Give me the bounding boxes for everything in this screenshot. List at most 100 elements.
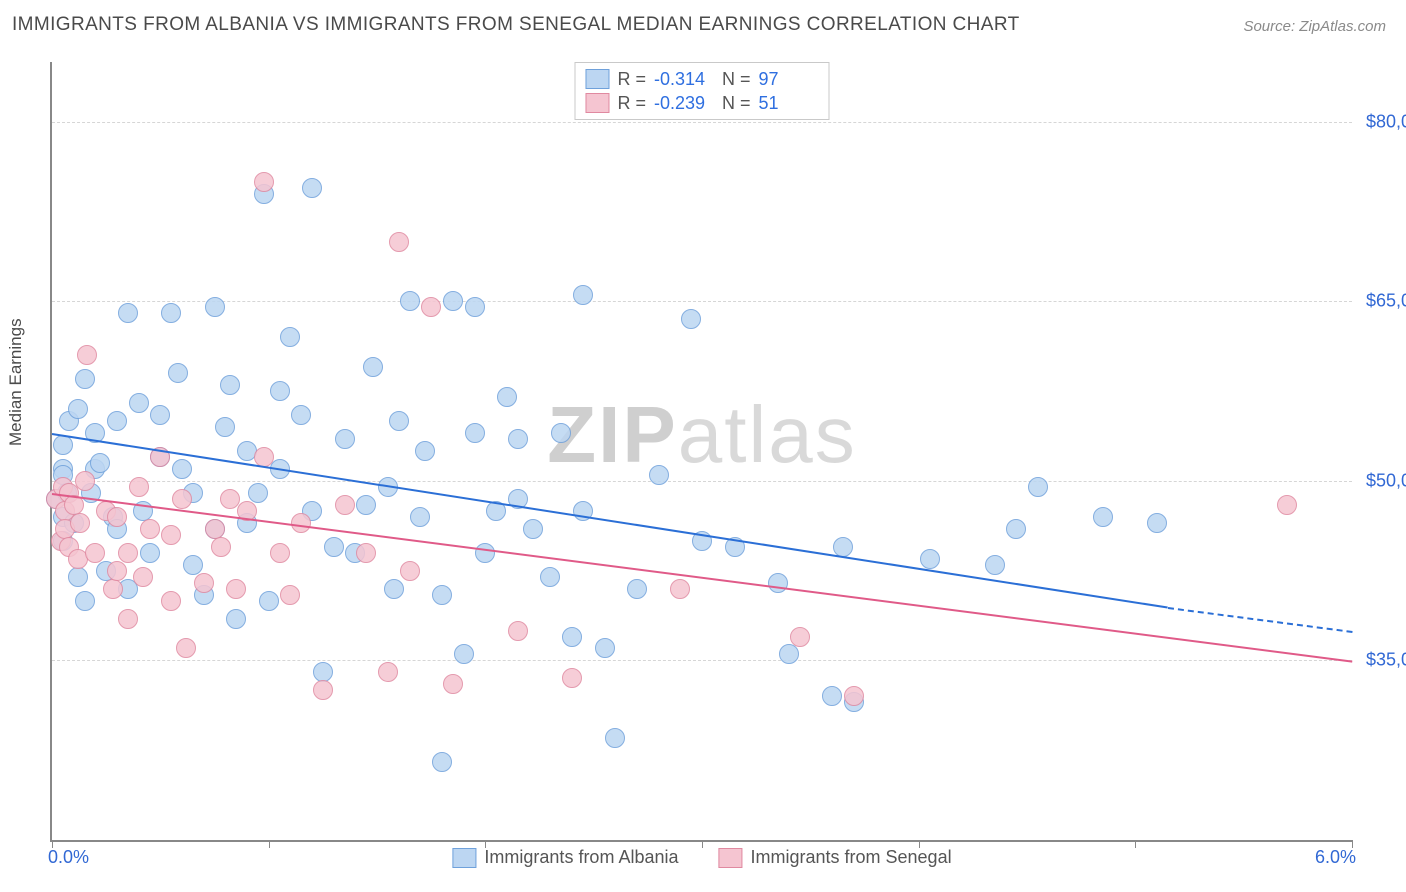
- x-axis-tick: [52, 840, 53, 848]
- legend-item: Immigrants from Albania: [452, 847, 678, 868]
- stats-legend-row: R = -0.314 N = 97: [585, 67, 818, 91]
- data-point-albania: [356, 495, 376, 515]
- x-axis-tick: [269, 840, 270, 848]
- legend-item-label: Immigrants from Senegal: [751, 847, 952, 867]
- legend-swatch-icon: [719, 848, 743, 868]
- trend-line: [1168, 607, 1352, 633]
- data-point-senegal: [270, 543, 290, 563]
- data-point-albania: [68, 567, 88, 587]
- data-point-senegal: [161, 591, 181, 611]
- data-point-senegal: [220, 489, 240, 509]
- data-point-senegal: [133, 567, 153, 587]
- data-point-senegal: [172, 489, 192, 509]
- data-point-albania: [302, 178, 322, 198]
- data-point-albania: [1093, 507, 1113, 527]
- data-point-albania: [205, 297, 225, 317]
- stats-legend-row: R = -0.239 N = 51: [585, 91, 818, 115]
- data-point-albania: [443, 291, 463, 311]
- data-point-senegal: [562, 668, 582, 688]
- data-point-albania: [150, 405, 170, 425]
- data-point-albania: [161, 303, 181, 323]
- data-point-senegal: [335, 495, 355, 515]
- gridline: [52, 481, 1352, 482]
- data-point-albania: [1006, 519, 1026, 539]
- y-axis-tick-label: $35,000: [1356, 650, 1406, 671]
- data-point-senegal: [508, 621, 528, 641]
- data-point-albania: [454, 644, 474, 664]
- data-point-senegal: [226, 579, 246, 599]
- y-axis-tick-label: $80,000: [1356, 111, 1406, 132]
- legend-swatch-icon: [452, 848, 476, 868]
- source-label: Source: ZipAtlas.com: [1243, 18, 1386, 35]
- data-point-albania: [551, 423, 571, 443]
- data-point-albania: [768, 573, 788, 593]
- legend-item: Immigrants from Senegal: [719, 847, 952, 868]
- data-point-albania: [291, 405, 311, 425]
- gridline: [52, 660, 1352, 661]
- x-axis-min-label: 0.0%: [48, 847, 89, 868]
- data-point-senegal: [103, 579, 123, 599]
- data-point-senegal: [118, 609, 138, 629]
- data-point-albania: [410, 507, 430, 527]
- data-point-senegal: [107, 561, 127, 581]
- data-point-albania: [465, 297, 485, 317]
- data-point-albania: [389, 411, 409, 431]
- data-point-albania: [681, 309, 701, 329]
- data-point-senegal: [356, 543, 376, 563]
- data-point-senegal: [400, 561, 420, 581]
- data-point-albania: [172, 459, 192, 479]
- data-point-albania: [595, 638, 615, 658]
- x-axis-tick: [1352, 840, 1353, 848]
- data-point-albania: [118, 303, 138, 323]
- data-point-senegal: [129, 477, 149, 497]
- data-point-senegal: [421, 297, 441, 317]
- data-point-albania: [335, 429, 355, 449]
- legend-item-label: Immigrants from Albania: [484, 847, 678, 867]
- data-point-senegal: [118, 543, 138, 563]
- legend-r-value: -0.239: [654, 93, 714, 114]
- data-point-albania: [75, 369, 95, 389]
- data-point-albania: [75, 591, 95, 611]
- data-point-senegal: [313, 680, 333, 700]
- data-point-senegal: [670, 579, 690, 599]
- x-axis-tick: [1135, 840, 1136, 848]
- data-point-senegal: [443, 674, 463, 694]
- gridline: [52, 301, 1352, 302]
- plot-area: ZIPatlas R = -0.314 N = 97 R = -0.239 N …: [50, 62, 1352, 842]
- data-point-albania: [779, 644, 799, 664]
- data-point-albania: [324, 537, 344, 557]
- y-axis-title: Median Earnings: [6, 318, 26, 446]
- data-point-senegal: [844, 686, 864, 706]
- data-point-albania: [432, 752, 452, 772]
- y-axis-tick-label: $65,000: [1356, 291, 1406, 312]
- data-point-senegal: [194, 573, 214, 593]
- data-point-albania: [432, 585, 452, 605]
- data-point-albania: [627, 579, 647, 599]
- data-point-senegal: [75, 471, 95, 491]
- data-point-albania: [1028, 477, 1048, 497]
- data-point-albania: [497, 387, 517, 407]
- data-point-albania: [384, 579, 404, 599]
- data-point-albania: [465, 423, 485, 443]
- data-point-albania: [400, 291, 420, 311]
- data-point-albania: [215, 417, 235, 437]
- data-point-albania: [107, 411, 127, 431]
- data-point-albania: [183, 555, 203, 575]
- data-point-senegal: [378, 662, 398, 682]
- data-point-albania: [140, 543, 160, 563]
- legend-swatch-icon: [585, 69, 609, 89]
- chart-title: IMMIGRANTS FROM ALBANIA VS IMMIGRANTS FR…: [12, 14, 1020, 36]
- data-point-senegal: [70, 513, 90, 533]
- y-axis-tick-label: $50,000: [1356, 470, 1406, 491]
- data-point-albania: [475, 543, 495, 563]
- data-point-senegal: [254, 172, 274, 192]
- data-point-albania: [920, 549, 940, 569]
- series-legend: Immigrants from Albania Immigrants from …: [452, 847, 951, 868]
- data-point-senegal: [77, 345, 97, 365]
- data-point-albania: [540, 567, 560, 587]
- data-point-senegal: [85, 543, 105, 563]
- legend-r-label: R =: [617, 93, 646, 114]
- data-point-albania: [833, 537, 853, 557]
- legend-r-value: -0.314: [654, 69, 714, 90]
- legend-n-label: N =: [722, 93, 751, 114]
